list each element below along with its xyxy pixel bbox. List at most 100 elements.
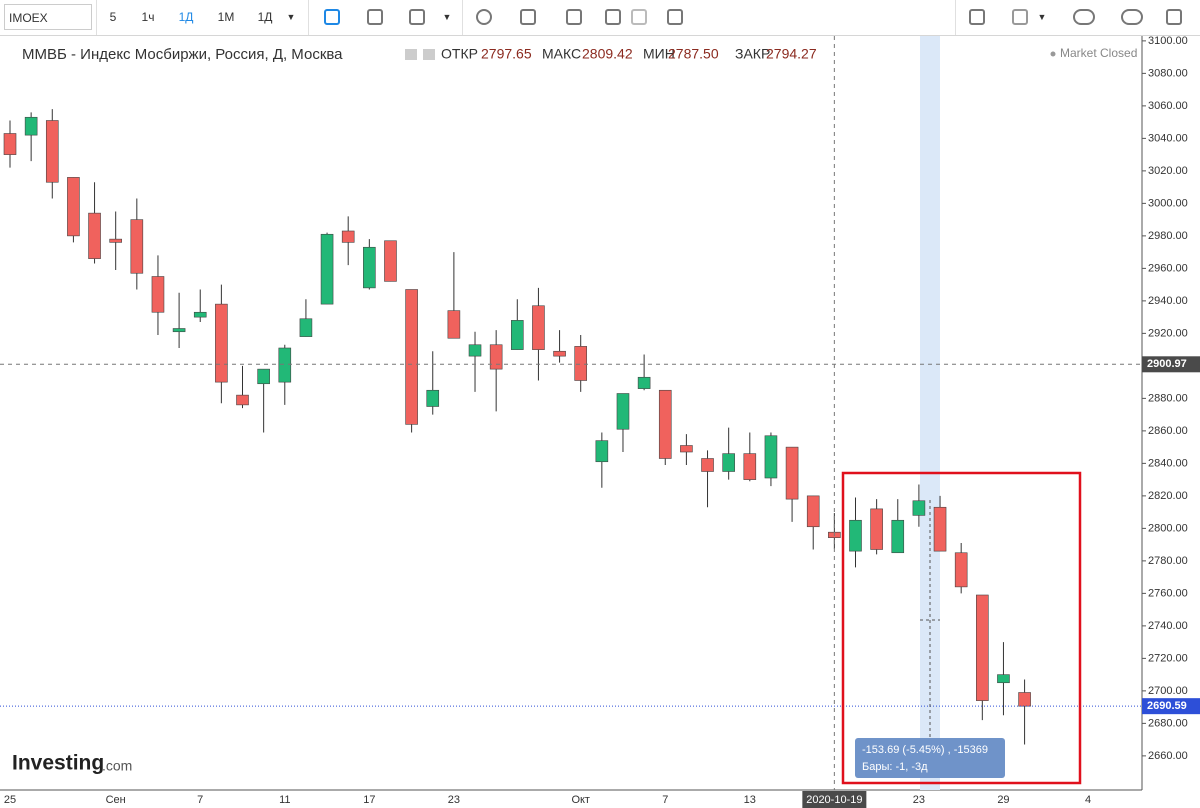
symbol-input[interactable]: IMOEX [4, 4, 92, 30]
header-icon [405, 49, 417, 60]
dropdown-arrow[interactable]: ▼ [442, 12, 452, 22]
candle-body [172, 328, 186, 333]
measure-change: -153.69 (-5.45%) , -15369 [862, 744, 988, 756]
x-tick-label: Сен [106, 794, 126, 806]
candle-body [870, 508, 883, 550]
y-tick-label: 2760.00 [1148, 587, 1188, 599]
y-tick-label: 3040.00 [1148, 132, 1188, 144]
y-tick-label: 2660.00 [1148, 750, 1188, 762]
candle-body [764, 435, 778, 479]
interval-button[interactable]: 1Д [257, 10, 273, 24]
candle-body [743, 453, 757, 480]
candle-body [574, 346, 588, 381]
interval-button[interactable]: 1ч [141, 10, 155, 24]
separator [462, 0, 463, 35]
save-icon[interactable] [1121, 9, 1143, 25]
logo-suffix: .com [102, 758, 132, 774]
candle-body [109, 238, 122, 243]
candle-body [510, 320, 524, 350]
x-tick-label: Окт [571, 794, 590, 806]
candle-body [595, 440, 609, 463]
x-tick-label: 23 [913, 794, 925, 806]
interval-button[interactable]: 1М [217, 10, 235, 24]
candle-body [67, 177, 80, 237]
header-low: 2787.50 [668, 46, 719, 62]
crosshair-date-box [802, 791, 867, 808]
y-tick-label: 2880.00 [1148, 392, 1188, 404]
last-price-label: 2690.59 [1147, 700, 1187, 712]
y-tick-label: 2800.00 [1148, 522, 1188, 534]
settings-icon[interactable] [476, 9, 492, 25]
separator [96, 0, 97, 35]
candle-body [320, 233, 334, 305]
candle-body [193, 311, 207, 318]
candle-body [151, 276, 165, 313]
candle-body [722, 453, 735, 472]
compare-icon[interactable] [566, 9, 582, 25]
candle-body [658, 389, 672, 459]
fullscreen-icon[interactable] [1166, 9, 1182, 25]
y-tick-label: 2940.00 [1148, 295, 1188, 307]
dropdown-arrow[interactable]: ▼ [1037, 12, 1047, 22]
candle-body [45, 120, 59, 183]
header-high: 2809.42 [582, 46, 633, 62]
candle-body [680, 445, 693, 453]
logo-name: Investing [12, 752, 104, 775]
measure-range [920, 36, 940, 790]
x-tick-label: 7 [197, 794, 203, 806]
redo-icon[interactable] [631, 9, 647, 25]
crosshair-date-label: 2020-10-19 [806, 794, 862, 806]
load-icon[interactable] [1073, 9, 1095, 25]
undo-icon[interactable] [605, 9, 621, 25]
indicators-icon[interactable] [520, 9, 536, 25]
crosshair-price-label: 2900.97 [1147, 358, 1187, 370]
candle-body [130, 219, 144, 274]
interval-button[interactable]: 5 [109, 10, 117, 24]
y-tick-label: 2840.00 [1148, 457, 1188, 469]
y-tick-label: 2720.00 [1148, 652, 1188, 664]
interval-button[interactable]: 1Д [178, 10, 194, 24]
alert-icon[interactable] [667, 9, 683, 25]
header-low-label: МИН [643, 46, 675, 62]
market-status: Market Closed [1060, 46, 1137, 60]
candle-body [489, 344, 503, 370]
candle-body [3, 133, 17, 155]
x-tick-label: 7 [662, 794, 668, 806]
candle-body [215, 303, 228, 383]
dropdown-arrow[interactable]: ▼ [286, 12, 296, 22]
y-tick-label: 3060.00 [1148, 100, 1188, 112]
candle-body [447, 310, 461, 339]
candle-body [24, 116, 38, 136]
candle-body [278, 347, 292, 383]
y-tick-label: 2860.00 [1148, 425, 1188, 437]
screenshot-icon[interactable] [969, 9, 985, 25]
measure-bars: Бары: -1, -3д [862, 761, 928, 773]
x-tick-label: 29 [997, 794, 1009, 806]
x-tick-label: 4 [1085, 794, 1091, 806]
drawing-icon[interactable] [409, 9, 425, 25]
y-tick-label: 2740.00 [1148, 620, 1188, 632]
candle-body [849, 519, 862, 552]
candle-body [384, 240, 397, 282]
candles-icon[interactable] [324, 9, 340, 25]
candle-body [341, 230, 355, 243]
x-tick-label: 17 [363, 794, 375, 806]
candle-body [553, 350, 566, 357]
price-axis-background [1142, 36, 1200, 808]
y-tick-label: 2680.00 [1148, 717, 1188, 729]
x-tick-label: 23 [448, 794, 460, 806]
y-tick-label: 2820.00 [1148, 490, 1188, 502]
template-icon[interactable] [1012, 9, 1028, 25]
line-icon[interactable] [367, 9, 383, 25]
candle-body [912, 500, 926, 516]
candle-body [88, 212, 101, 259]
candle-body [426, 389, 440, 407]
candle-body [806, 495, 820, 528]
candle-body [405, 289, 418, 425]
candle-body [997, 674, 1010, 684]
separator [308, 0, 309, 35]
y-tick-label: 3100.00 [1148, 36, 1188, 47]
header-icon [423, 49, 435, 60]
header-close: 2794.27 [766, 46, 817, 62]
y-tick-label: 2700.00 [1148, 685, 1188, 697]
